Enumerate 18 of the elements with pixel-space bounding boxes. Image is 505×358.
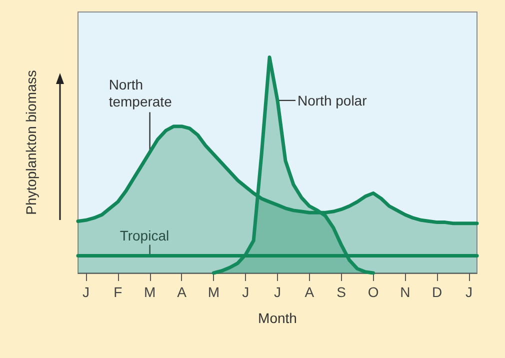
x-tick-label: D bbox=[432, 284, 442, 300]
x-tick-label: S bbox=[336, 284, 346, 300]
x-tick-label: J bbox=[274, 284, 281, 300]
series-label: North temperate bbox=[108, 76, 172, 110]
series-label: North polar bbox=[298, 92, 368, 108]
x-tick-label: N bbox=[400, 284, 410, 300]
x-tick-label: J bbox=[82, 284, 90, 300]
series-label: Tropical bbox=[120, 228, 170, 244]
x-tick-label: A bbox=[304, 284, 315, 300]
x-tick-label: O bbox=[368, 284, 379, 300]
x-tick-label: A bbox=[177, 284, 188, 300]
x-tick-label: J bbox=[242, 284, 250, 300]
x-tick-label: M bbox=[208, 284, 220, 300]
y-axis-title: Phytoplankton biomass bbox=[23, 70, 39, 215]
x-tick-label: M bbox=[144, 284, 156, 300]
x-axis-title: Month bbox=[258, 310, 297, 326]
x-tick-label: F bbox=[114, 284, 122, 300]
x-tick-label: J bbox=[466, 284, 473, 300]
